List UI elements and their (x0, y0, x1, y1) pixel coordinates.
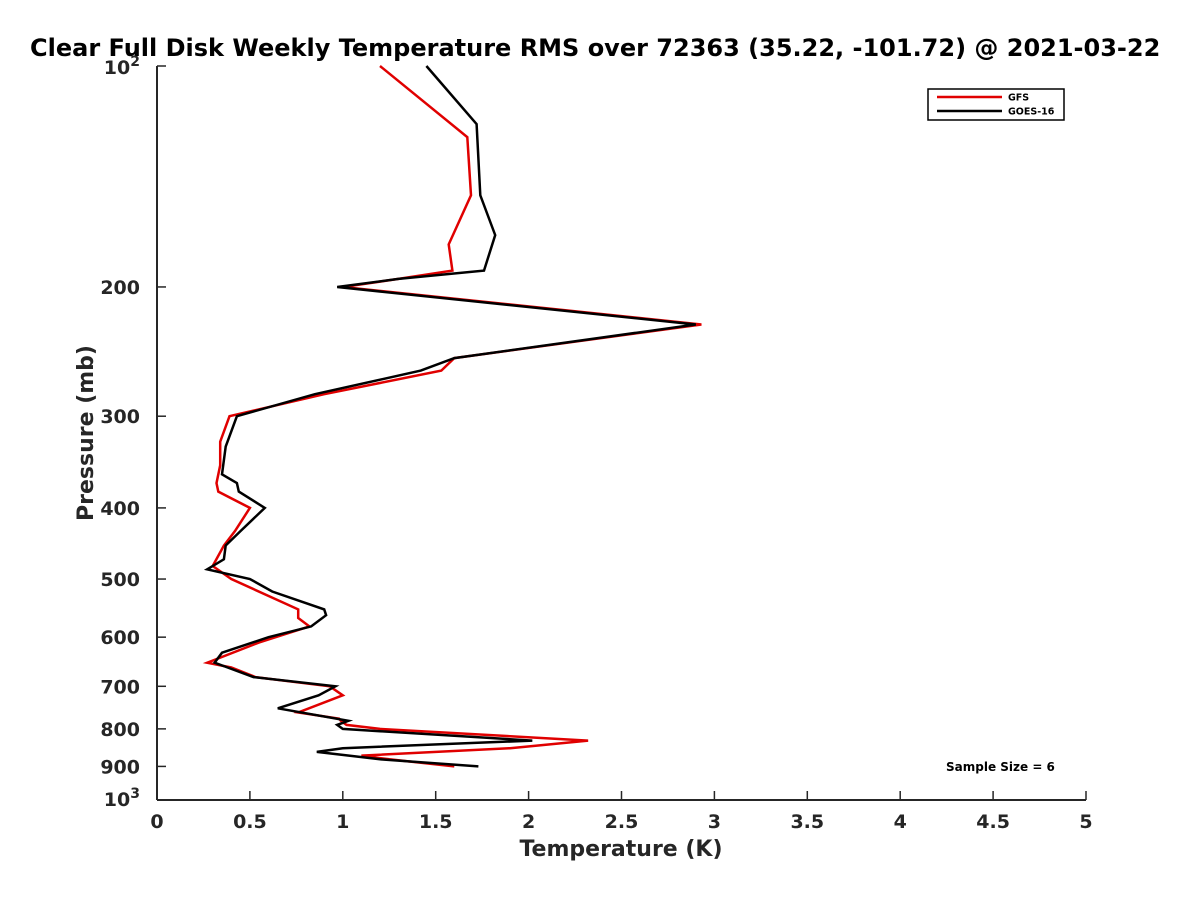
y-tick-label: 102 (104, 54, 140, 79)
x-tick-label: 2.5 (605, 811, 639, 833)
series-layer (202, 65, 702, 768)
y-tick-label: 900 (100, 756, 140, 778)
series-line-goes-16 (203, 65, 696, 768)
x-tick-label: 4 (894, 811, 907, 833)
y-tick-label: 300 (100, 406, 140, 428)
legend: GFS GOES-16 (927, 88, 1065, 121)
y-ticks: 102 200 300 400 500 600 700 800 900 103 (100, 54, 166, 811)
y-tick-label: 103 (104, 786, 140, 811)
legend-box (927, 88, 1065, 121)
x-tick-label: 3 (708, 811, 721, 833)
x-ticks: 0 0.5 1 1.5 2 2.5 3 3.5 4 4.5 5 (150, 791, 1093, 833)
y-axis-label: Pressure (mb) (74, 345, 99, 521)
x-tick-label: 4.5 (976, 811, 1010, 833)
sample-size-annotation: Sample Size = 6 (946, 760, 1055, 774)
y-tick-label: 500 (100, 569, 140, 591)
x-axis-label: Temperature (K) (519, 837, 722, 862)
x-tick-label: 2 (522, 811, 535, 833)
series-line-gfs (202, 65, 702, 768)
y-tick-label: 700 (100, 676, 140, 698)
legend-label-gfs: GFS (1008, 93, 1029, 104)
x-tick-label: 0.5 (233, 811, 267, 833)
x-tick-label: 0 (150, 811, 163, 833)
legend-label-goes-16: GOES-16 (1008, 107, 1055, 118)
x-tick-label: 5 (1079, 811, 1092, 833)
chart-title: Clear Full Disk Weekly Temperature RMS o… (30, 34, 1160, 62)
y-tick-label: 400 (100, 498, 140, 520)
x-tick-label: 3.5 (790, 811, 824, 833)
x-tick-label: 1.5 (419, 811, 453, 833)
y-tick-label: 800 (100, 719, 140, 741)
y-tick-label: 200 (100, 277, 140, 299)
axes (156, 66, 1086, 801)
x-tick-label: 1 (336, 811, 349, 833)
y-tick-label: 600 (100, 627, 140, 649)
